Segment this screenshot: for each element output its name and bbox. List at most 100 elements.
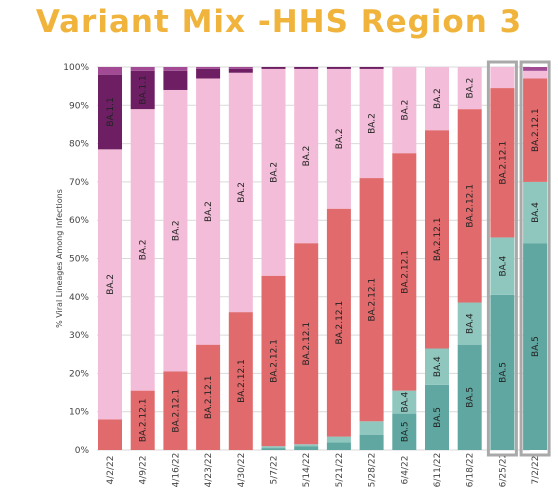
segment-label: BA.2 (171, 220, 181, 241)
bar-segment (326, 436, 351, 443)
bar-segment (392, 67, 417, 154)
segment-label: BA.2 (400, 100, 410, 121)
bar-segment (392, 390, 417, 414)
y-tick-label: 10% (69, 408, 89, 418)
segment-label: BA.2 (139, 239, 149, 260)
y-tick-label: 80% (69, 140, 89, 150)
bar-segment (98, 149, 122, 420)
bar-segment (425, 348, 449, 385)
segment-label: BA.2.12.1 (302, 322, 312, 366)
bar-segment (130, 70, 155, 110)
bar-segment (196, 67, 221, 69)
bar-segment (130, 109, 155, 391)
segment-label: BA.2 (237, 182, 247, 203)
bar-segment (425, 130, 449, 349)
bar-segment (425, 384, 449, 450)
bar-segment (359, 178, 384, 422)
segment-label: BA.2.12.1 (498, 141, 508, 185)
y-tick-label: 60% (69, 216, 89, 226)
bar-segment (98, 419, 122, 450)
highlight-frames (486, 60, 551, 457)
segment-label: BA.4 (498, 256, 508, 277)
bar-segment (490, 294, 515, 450)
segment-label: BA.2.12.1 (466, 184, 476, 228)
bar-segment (392, 413, 417, 450)
segment-label: BA.2 (270, 162, 280, 183)
segment-label: BA.2 (335, 128, 345, 149)
bar-segment (130, 390, 155, 450)
bar-segment (523, 243, 548, 450)
bar-segment (326, 68, 351, 209)
segment-label: BA.1.1 (106, 97, 116, 126)
bar-segment (523, 67, 548, 71)
y-tick-label: 90% (69, 101, 89, 111)
segment-label: BA.2 (433, 88, 443, 109)
x-tick-label: 7/2/22 (531, 456, 541, 485)
bar-segment (490, 237, 515, 295)
y-tick-label: 20% (69, 369, 89, 379)
bar-segment (294, 67, 319, 69)
segment-label: BA.2.12.1 (204, 376, 214, 420)
chart-title: Variant Mix -HHS Region 3 (35, 4, 523, 40)
segment-label: BA.2 (106, 274, 116, 295)
bar-segment (228, 68, 253, 73)
bar-segment (294, 444, 319, 447)
segment-label: BA.1.1 (139, 75, 149, 104)
bar-segment (98, 67, 122, 75)
x-tick-label: 4/9/22 (139, 456, 149, 485)
bar-segment (294, 446, 319, 450)
segment-label: BA.2.12.1 (531, 108, 541, 152)
bar-segment (425, 67, 449, 131)
x-tick-label: 5/28/22 (368, 453, 378, 488)
y-axis-label: % Viral Lineages Among Infections (55, 189, 64, 328)
y-tick-label: 50% (69, 255, 89, 265)
bar-segment (326, 67, 351, 69)
highlight-frame (486, 60, 518, 457)
segment-label: BA.2 (204, 201, 214, 222)
bar-segment (163, 89, 188, 372)
y-axis: 0% 10% 20% 30% 40% 50% 60% 70% 80% 90% 100% % Viral… (55, 63, 89, 456)
x-axis: 4/2/22 4/9/22 4/16/22 4/23/22 4/30/22 5/7/22 5… (106, 453, 541, 488)
bar-segment (163, 67, 188, 71)
x-tick-label: 4/16/22 (171, 453, 181, 488)
segment-label: BA.2.12.1 (139, 398, 149, 442)
x-tick-label: 4/30/22 (237, 453, 247, 488)
bar-segment (163, 371, 188, 450)
segment-label: BA.4 (531, 202, 541, 223)
segment-label: BA.2 (466, 78, 476, 99)
y-tick-label: 30% (69, 331, 89, 341)
bar-segment (326, 442, 351, 450)
bar-segment (326, 208, 351, 437)
segment-label: BA.5 (531, 336, 541, 357)
bar-segment (261, 448, 286, 450)
y-tick-label: 70% (69, 178, 89, 188)
bar-segment (359, 434, 384, 450)
bar-segment (196, 344, 221, 450)
x-tick-label: 5/21/22 (335, 453, 345, 488)
bar-segment (457, 67, 482, 110)
y-tick-label: 40% (69, 293, 89, 303)
bar-segment (457, 344, 482, 450)
bar-segment (98, 74, 122, 150)
bar-segment (228, 312, 253, 450)
bar-segment (392, 153, 417, 391)
bar-segment (228, 67, 253, 69)
bar-segment (261, 68, 286, 276)
bar-segment (523, 70, 548, 79)
segment-label: BA.5 (400, 421, 410, 442)
segment-label: BA.5 (466, 387, 476, 408)
bar-segment (294, 68, 319, 244)
x-tick-label: 6/18/22 (466, 453, 476, 488)
bar-segment (294, 243, 319, 445)
x-tick-label: 6/25/22 (498, 453, 508, 488)
segment-label: BA.5 (498, 362, 508, 383)
bar-segment (261, 67, 286, 69)
bar-segment (457, 302, 482, 345)
segment-labels: BA.1.1 BA.2 BA.1.1 BA.2 BA.2.12.1 BA.2 BA.2.12… (106, 75, 541, 442)
bar-segment (228, 72, 253, 313)
bar-segment (457, 109, 482, 303)
y-tick-label: 0% (75, 446, 90, 456)
segment-label: BA.4 (400, 391, 410, 412)
bar-segment (359, 68, 384, 179)
